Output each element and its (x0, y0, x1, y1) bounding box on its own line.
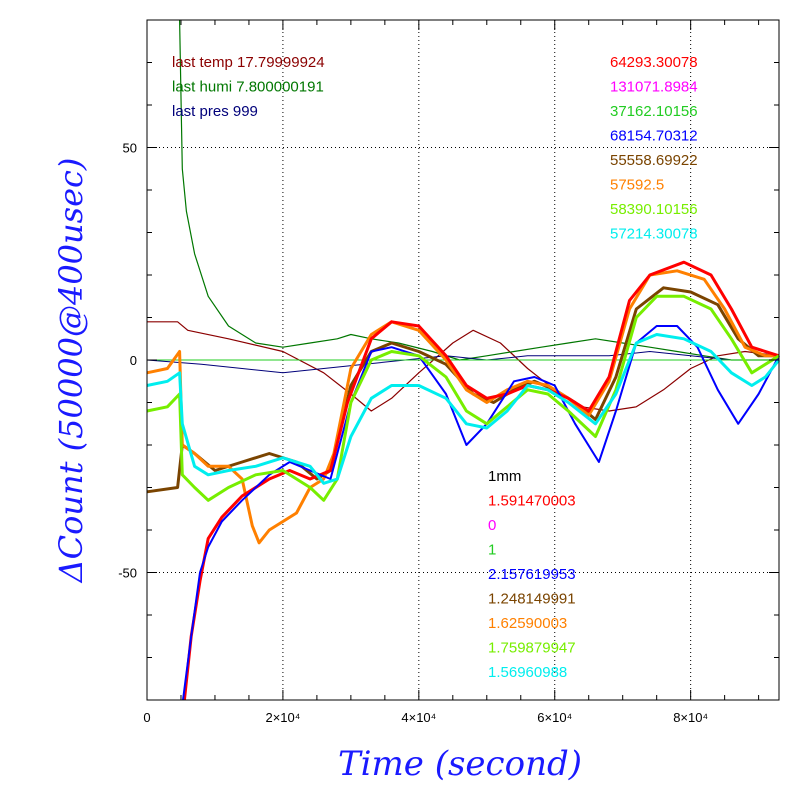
count-legend-entry: 58390.10156 (610, 201, 698, 218)
x-tick-label: 4×10⁴ (401, 710, 436, 725)
y-tick-label: 50 (123, 141, 137, 156)
count-legend-entry: 37162.10156 (610, 103, 698, 120)
legends: last temp 17.79999924 last humi 7.8000001… (172, 54, 698, 681)
series-line-0 (147, 321, 780, 412)
env-legend-entry: last humi 7.800000191 (172, 79, 324, 96)
factor-legend-entry: 1.62590003 (488, 615, 567, 632)
series-line-1 (179, 19, 779, 361)
series-line-8 (146, 294, 780, 502)
factor-legend-entry: 0 (488, 517, 496, 534)
factor-legend-entry: 2.157619953 (488, 566, 576, 583)
env-legend-entry: last temp 17.79999924 (172, 54, 325, 71)
x-axis-title: Time (second) (338, 744, 582, 784)
factor-legend-entry: 1mm (488, 468, 521, 485)
series-line-6 (182, 260, 780, 701)
factor-legend-entry: 1 (488, 542, 496, 559)
series-line-2 (146, 351, 779, 374)
factor-legend-entry: 1.56960988 (488, 664, 567, 681)
count-legend-entry: 57592.5 (610, 177, 664, 194)
env-legend-entry: last pres 999 (172, 103, 258, 120)
series-line-9 (146, 333, 781, 485)
ticks: 50 0 -50 0 2×10⁴ 4×10⁴ 6×10⁴ 8×10⁴ (118, 19, 779, 725)
y-tick-label: -50 (118, 566, 137, 581)
x-tick-label: 6×10⁴ (537, 710, 572, 725)
count-legend-entry: 55558.69922 (610, 152, 698, 169)
count-legend-entry: 57214.30078 (610, 226, 698, 243)
x-tick-label: 8×10⁴ (673, 710, 708, 725)
factor-legend-entry: 1.591470003 (488, 493, 576, 510)
y-axis-title: ΔCount (50000@400usec) (52, 158, 90, 585)
y-tick-label: 0 (130, 353, 137, 368)
count-legend-entry: 68154.70312 (610, 128, 698, 145)
series-line-7 (182, 325, 780, 701)
series-layer (146, 19, 781, 701)
factor-legend-entry: 1.248149991 (488, 591, 576, 608)
count-legend-entry: 131071.8984 (610, 79, 698, 96)
count-legend-entry: 64293.30078 (610, 54, 698, 71)
factor-legend-entry: 1.759879947 (488, 640, 576, 657)
x-tick-label: 0 (143, 710, 150, 725)
x-tick-label: 2×10⁴ (265, 710, 300, 725)
